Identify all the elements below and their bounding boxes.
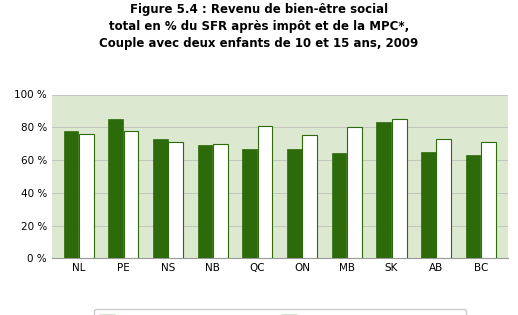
Text: Figure 5.4 : Revenu de bien-être social
total en % du SFR après impôt et de la M: Figure 5.4 : Revenu de bien-être social … (99, 3, 419, 50)
Bar (421, 152, 436, 258)
Bar (466, 155, 481, 258)
Bar (64, 130, 78, 258)
Bar (258, 126, 272, 258)
Bar (213, 144, 228, 258)
Bar (168, 142, 183, 258)
Bar (197, 145, 212, 258)
Bar (481, 142, 496, 258)
Bar (287, 149, 301, 258)
Bar (242, 149, 257, 258)
Bar (303, 135, 317, 258)
Bar (124, 130, 138, 258)
Bar (332, 153, 347, 258)
Bar (437, 139, 451, 258)
Legend: Revenu total en % du SFR-AI, Revenu total en % de la MPC*: Revenu total en % du SFR-AI, Revenu tota… (94, 309, 466, 315)
Bar (347, 127, 362, 258)
Bar (108, 119, 123, 258)
Bar (153, 139, 168, 258)
Bar (392, 119, 407, 258)
Bar (79, 134, 94, 258)
Bar (377, 122, 391, 258)
